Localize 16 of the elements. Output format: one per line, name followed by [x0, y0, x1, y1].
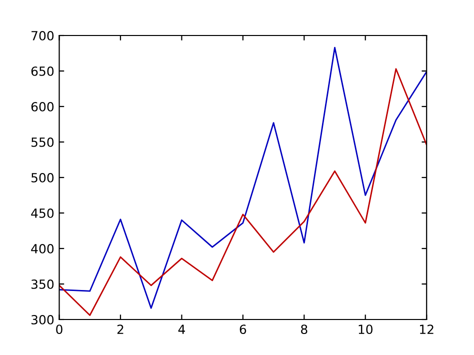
y-tick-label: 650 — [31, 66, 54, 76]
x-tick-label: 8 — [301, 324, 308, 334]
y-tick-label: 550 — [31, 137, 54, 147]
y-tick-label: 500 — [31, 172, 54, 182]
x-tick-label: 0 — [56, 324, 62, 334]
x-tick-label: 6 — [240, 324, 246, 334]
y-tick-label: 600 — [31, 102, 54, 112]
x-tick-label: 4 — [178, 324, 185, 334]
y-tick-label: 300 — [31, 314, 54, 324]
y-tick-label: 400 — [31, 244, 54, 254]
x-tick-label: 10 — [358, 324, 372, 334]
y-tick-label: 700 — [32, 30, 54, 40]
y-tick-label: 450 — [31, 208, 54, 218]
y-tick-label: 350 — [31, 279, 54, 289]
x-tick-label: 12 — [420, 324, 434, 334]
x-tick-label: 2 — [117, 324, 124, 334]
